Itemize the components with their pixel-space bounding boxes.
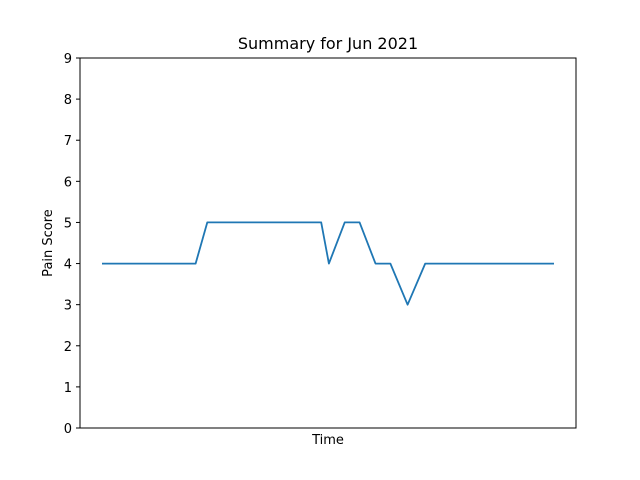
y-tick-label: 6 — [64, 175, 72, 190]
y-tick-label: 0 — [64, 422, 72, 437]
y-axis-ticks: 0 1 2 3 4 5 6 7 8 9 — [64, 52, 80, 437]
y-tick-label: 9 — [64, 52, 72, 67]
y-tick-label: 2 — [64, 340, 72, 355]
series-line — [102, 221, 554, 306]
plot-series — [102, 221, 554, 306]
y-axis-label: Pain Score — [41, 209, 56, 277]
y-tick-label: 8 — [64, 93, 72, 108]
y-tick-label: 5 — [64, 216, 72, 231]
y-tick-label: 1 — [64, 381, 72, 396]
y-tick-label: 3 — [64, 299, 72, 314]
x-axis-label: Time — [311, 433, 344, 448]
plot-frame — [79, 57, 577, 429]
y-tick-label: 4 — [64, 258, 72, 273]
chart-title: Summary for Jun 2021 — [238, 34, 418, 53]
y-tick-label: 7 — [64, 134, 72, 149]
